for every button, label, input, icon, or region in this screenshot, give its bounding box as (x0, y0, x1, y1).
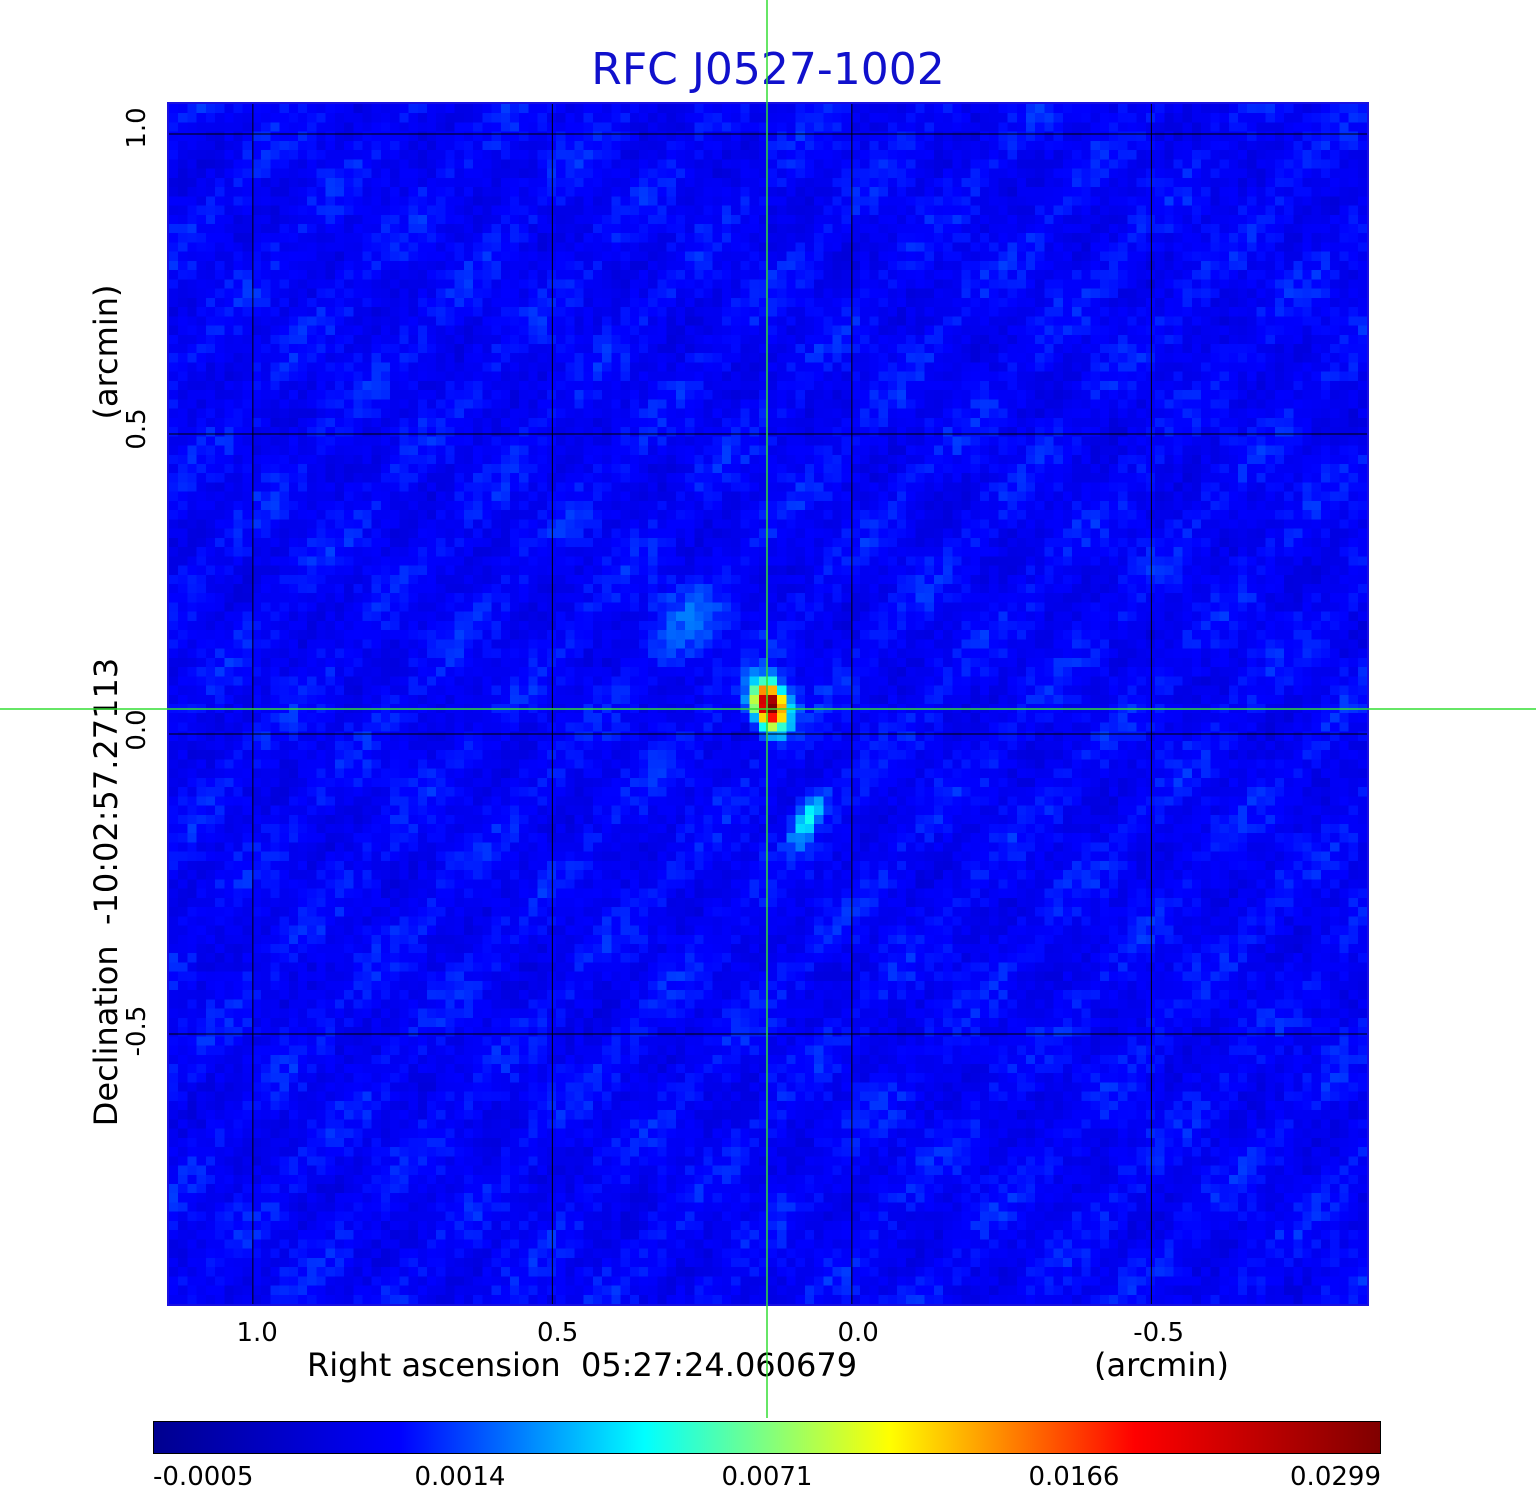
colorbar-tick-label: 0.0166 (1028, 1462, 1120, 1492)
radio-image-frame[interactable] (167, 102, 1369, 1306)
radio-intensity-map[interactable] (169, 104, 1367, 1304)
colorbar-tick-label: 0.0071 (721, 1462, 813, 1492)
y-tick-label: 0.5 (122, 408, 152, 450)
colorbar-tick-label: 0.0299 (1290, 1462, 1381, 1492)
x-axis-unit: (arcmin) (1094, 1346, 1229, 1384)
y-axis-unit: (arcmin) (87, 284, 125, 420)
x-tick-label: 0.5 (536, 1318, 579, 1348)
y-tick-label: 1.0 (122, 107, 152, 149)
coordinate-grid (169, 104, 1367, 1304)
colorbar (153, 1421, 1381, 1454)
colorbar-tick-label: -0.0005 (153, 1462, 254, 1492)
colorbar-tick-label: 0.0014 (414, 1462, 506, 1492)
y-tick-label: 0.0 (122, 709, 152, 751)
y-axis-label: Declination -10:02:57.27113 (87, 657, 125, 1127)
y-tick-label: -0.5 (122, 1005, 152, 1057)
x-axis-label: Right ascension 05:27:24.060679 (307, 1346, 858, 1384)
x-tick-label: -0.5 (1133, 1318, 1184, 1348)
x-tick-label: 1.0 (236, 1318, 278, 1348)
plot-title: RFC J0527-1002 (591, 44, 945, 95)
x-tick-label: 0.0 (837, 1318, 879, 1348)
